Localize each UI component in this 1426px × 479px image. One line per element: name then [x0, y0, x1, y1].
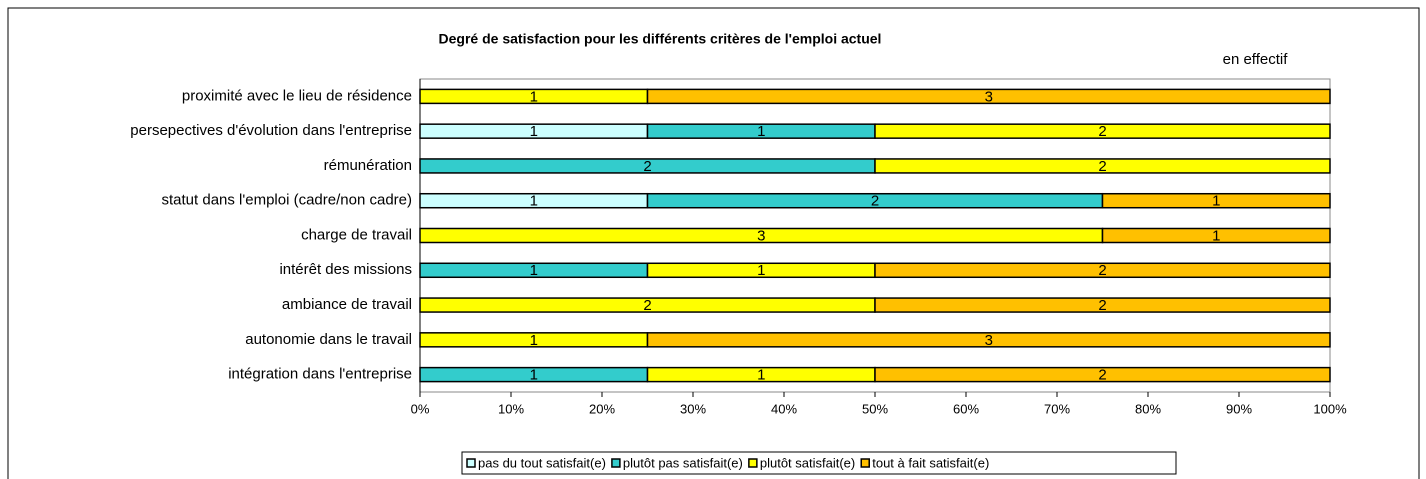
x-tick-label: 80%: [1135, 401, 1161, 416]
bar-segment: [874, 158, 1331, 174]
subtitle: en effectif: [1223, 51, 1289, 68]
data-label: 1: [530, 123, 538, 140]
y-tick-label: intégration dans l'entreprise: [228, 366, 412, 383]
legend-label: plutôt pas satisfait(e): [623, 455, 743, 470]
legend-label: pas du tout satisfait(e): [478, 455, 606, 470]
data-label: 1: [757, 262, 765, 279]
bar-segment: [874, 297, 1331, 313]
bar-segment: [1101, 192, 1331, 209]
x-tick-label: 90%: [1226, 401, 1252, 416]
data-label: 2: [871, 193, 879, 210]
data-label: 1: [530, 332, 538, 349]
data-label: 2: [1098, 367, 1106, 384]
data-label: 1: [530, 193, 538, 210]
chart-frame: [7, 7, 1420, 479]
data-label: 2: [1098, 262, 1106, 279]
data-label: 1: [1212, 227, 1220, 244]
bar-segment: [646, 88, 1331, 105]
x-tick-label: 40%: [771, 401, 797, 416]
chart-title: Degré de satisfaction pour les différent…: [439, 31, 882, 47]
x-tick-label: 0%: [411, 401, 430, 416]
legend-label: tout à fait satisfait(e): [872, 455, 989, 470]
legend-label: plutôt satisfait(e): [760, 455, 855, 470]
data-label: 2: [1098, 123, 1106, 140]
bar-segment: [646, 332, 1331, 348]
data-label: 2: [1098, 158, 1106, 175]
data-label: 3: [985, 88, 993, 105]
x-tick-label: 50%: [862, 401, 888, 416]
legend-swatch: [860, 458, 870, 468]
y-tick-label: charge de travail: [301, 226, 412, 243]
data-label: 1: [530, 367, 538, 384]
legend-box: [461, 451, 1177, 475]
data-label: 1: [530, 262, 538, 279]
y-tick-label: rémunération: [324, 157, 412, 174]
data-label: 3: [757, 227, 765, 244]
data-label: 1: [1212, 193, 1220, 210]
y-tick-label: autonomie dans le travail: [245, 331, 412, 348]
data-label: 3: [985, 332, 993, 349]
data-label: 1: [530, 88, 538, 105]
data-label: 1: [757, 123, 765, 140]
x-tick-label: 60%: [953, 401, 979, 416]
y-tick-label: persepectives d'évolution dans l'entrepr…: [130, 122, 412, 139]
x-tick-label: 20%: [589, 401, 615, 416]
bar-segment: [874, 123, 1331, 139]
bar-segment: [874, 262, 1331, 279]
y-tick-label: ambiance de travail: [282, 296, 412, 313]
legend-swatch: [748, 458, 758, 468]
y-tick-label: statut dans l'emploi (cadre/non cadre): [162, 192, 413, 209]
data-label: 2: [643, 158, 651, 175]
bar-segment: [874, 366, 1331, 383]
legend-swatch: [611, 458, 621, 468]
y-tick-label: intérêt des missions: [279, 261, 412, 278]
x-tick-label: 10%: [498, 401, 524, 416]
y-tick-label: proximité avec le lieu de résidence: [182, 87, 412, 104]
data-label: 2: [1098, 297, 1106, 314]
data-label: 2: [643, 297, 651, 314]
bar-segment: [1101, 227, 1331, 244]
x-tick-label: 100%: [1313, 401, 1347, 416]
x-tick-label: 70%: [1044, 401, 1070, 416]
data-label: 1: [757, 367, 765, 384]
legend-swatch: [466, 458, 476, 468]
x-tick-label: 30%: [680, 401, 706, 416]
